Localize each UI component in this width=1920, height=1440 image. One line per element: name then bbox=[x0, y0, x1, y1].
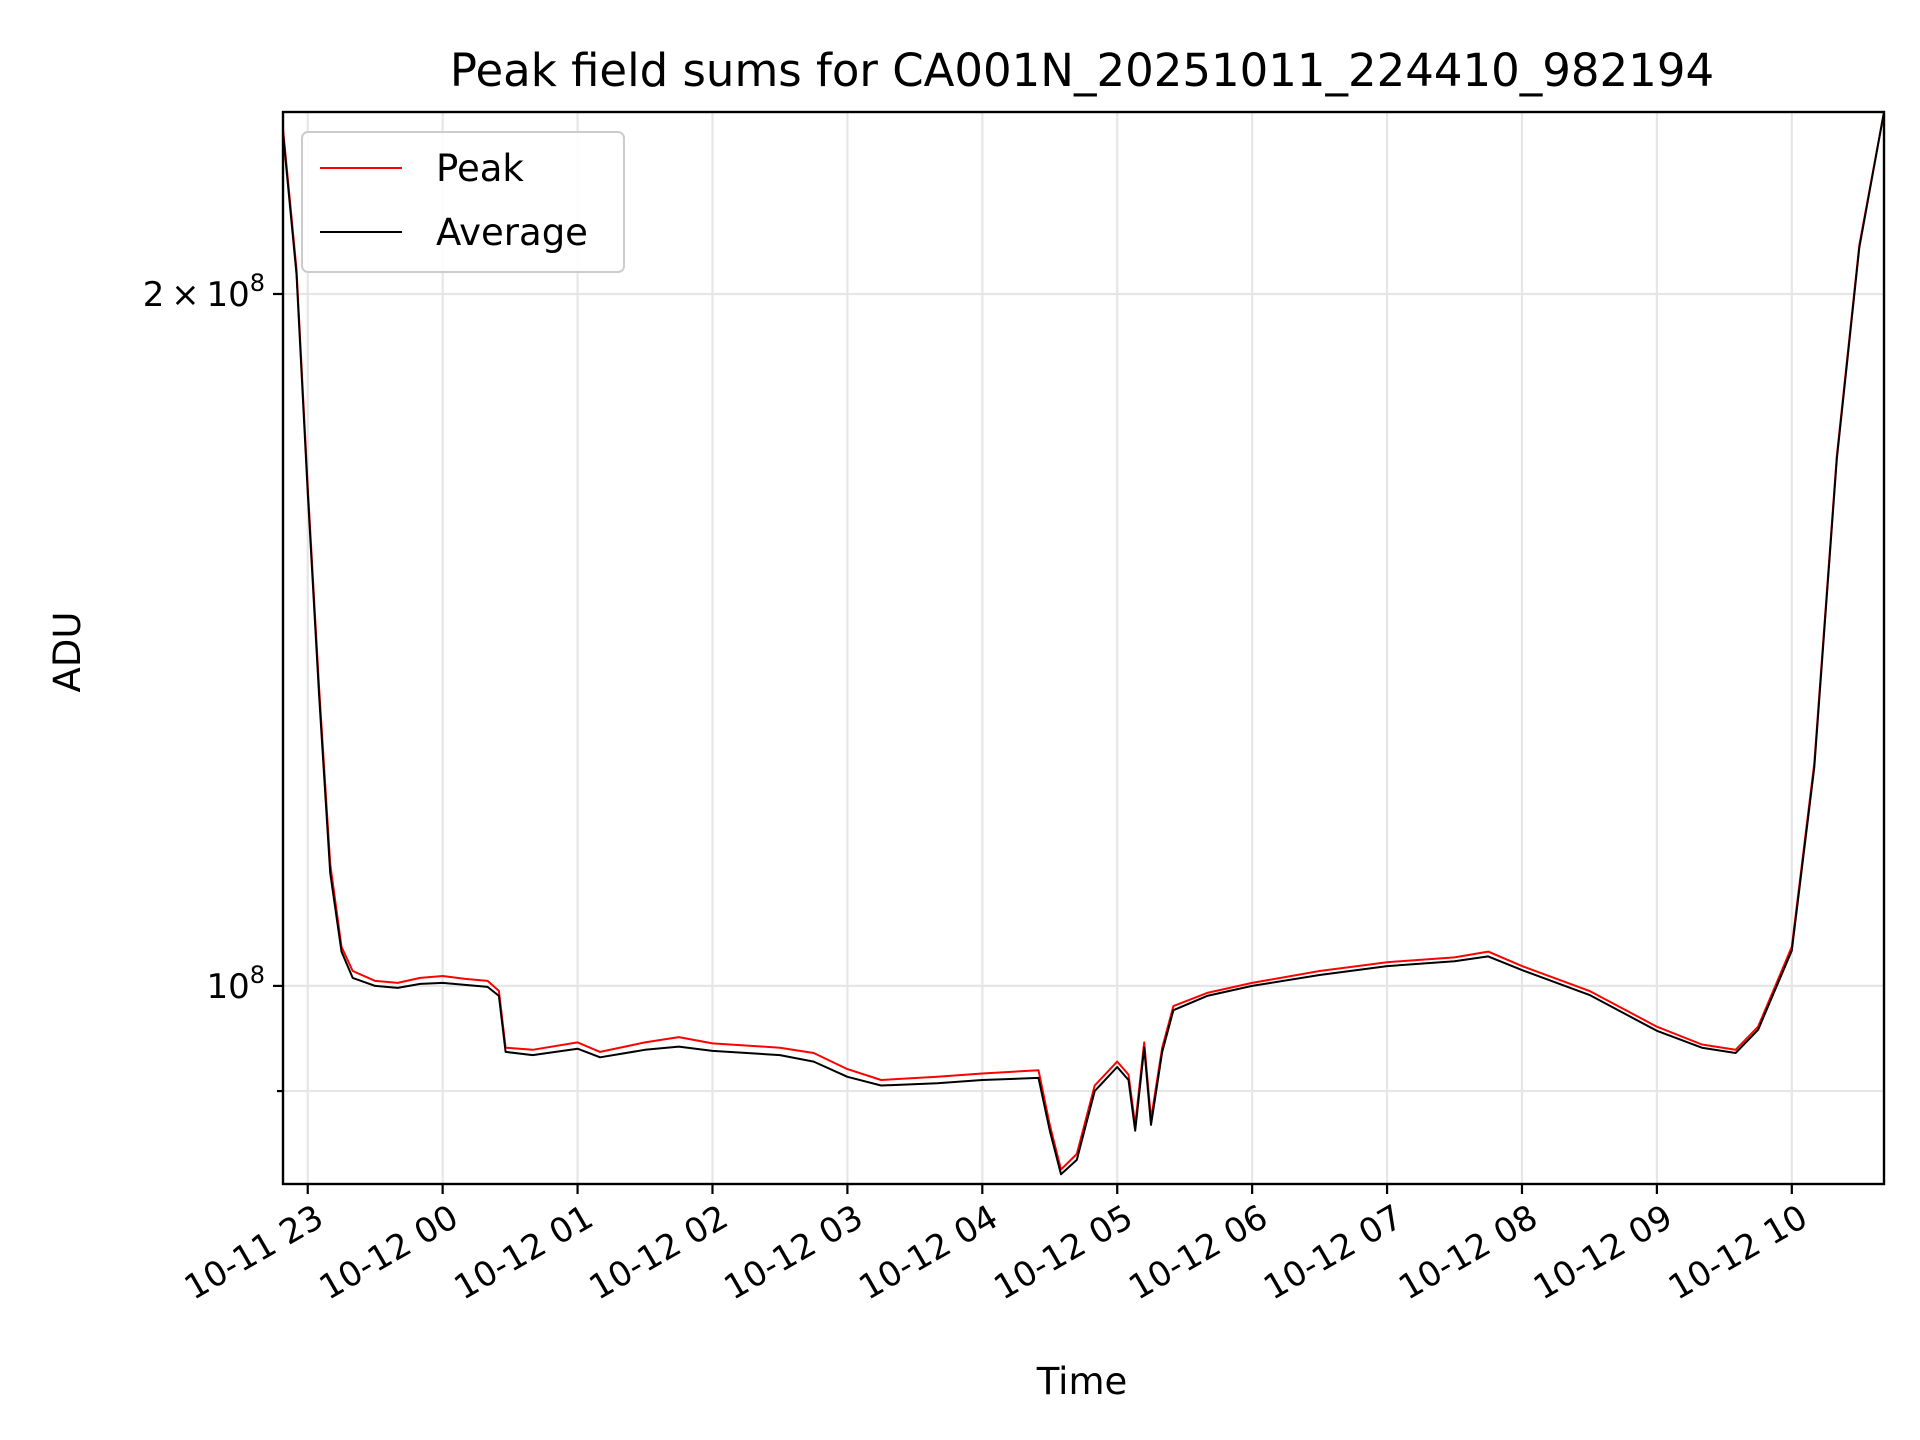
grid bbox=[283, 112, 1884, 1184]
series-line-average bbox=[283, 112, 1884, 1176]
legend-label-average: Average bbox=[436, 211, 588, 254]
series-line-peak bbox=[283, 112, 1884, 1171]
legend-label-peak: Peak bbox=[436, 147, 524, 190]
chart-title: Peak field sums for CA001N_20251011_2244… bbox=[450, 44, 1714, 97]
plot-frame bbox=[281, 110, 1886, 1186]
y-tick-label: 108 bbox=[206, 961, 265, 1007]
legend: Peak Average bbox=[301, 131, 625, 273]
y-tick-label: 2 × 108 bbox=[143, 269, 265, 315]
x-axis-label: Time bbox=[1036, 1360, 1128, 1403]
y-axis-label: ADU bbox=[46, 612, 89, 693]
series-group bbox=[283, 112, 1884, 1176]
y-axis: 108 2 × 108 bbox=[143, 269, 283, 1093]
